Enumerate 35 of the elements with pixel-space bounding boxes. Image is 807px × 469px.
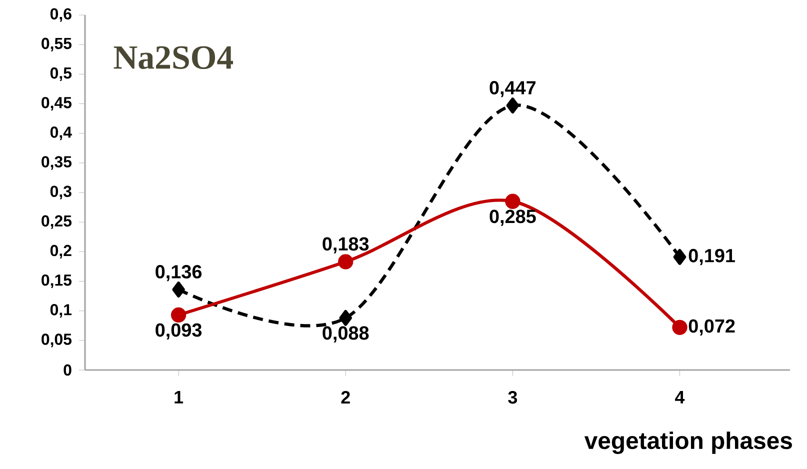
x-tick-label: 3 [508,390,518,404]
data-label: 0,088 [322,326,369,342]
y-tick-label: 0,25 [42,215,72,229]
data-label: 0,136 [156,265,202,282]
point [505,194,520,209]
y-tick-label: 0,35 [42,156,72,170]
point [170,307,186,323]
x-tick-label: 2 [341,390,350,404]
y-tick-label: 0 [64,364,72,376]
point [338,254,354,270]
data-label: 0,447 [490,81,536,98]
y-tick-label: 0,15 [42,274,72,288]
x-axis-title: vegetation phases [584,432,792,454]
text: Na2SO4 [114,46,234,69]
y-tick-label: 0,55 [42,38,72,52]
y-tick-label: 0,45 [42,96,72,111]
data-label: 0,285 [490,210,536,226]
x-tick-label: 1 [174,390,184,404]
y-tick-label: 0,6 [50,8,72,22]
y-tick-label: 0,3 [50,186,72,200]
y-tick-label: 0,5 [50,67,72,81]
point [172,282,185,298]
data-label: 0,183 [322,237,369,254]
point [673,249,686,265]
point [672,320,688,335]
y-tick-label: 0,4 [50,126,72,140]
data-label: 0,093 [156,323,202,340]
point [339,310,352,326]
x-tick-label: 4 [675,390,685,404]
y-tick-label: 0,05 [42,334,72,348]
y-tick-label: 0,1 [50,304,72,318]
data-label: 0,072 [688,319,735,336]
y-tick-label: 0,2 [50,244,72,258]
data-label: 0,191 [688,248,735,266]
point [506,98,520,114]
